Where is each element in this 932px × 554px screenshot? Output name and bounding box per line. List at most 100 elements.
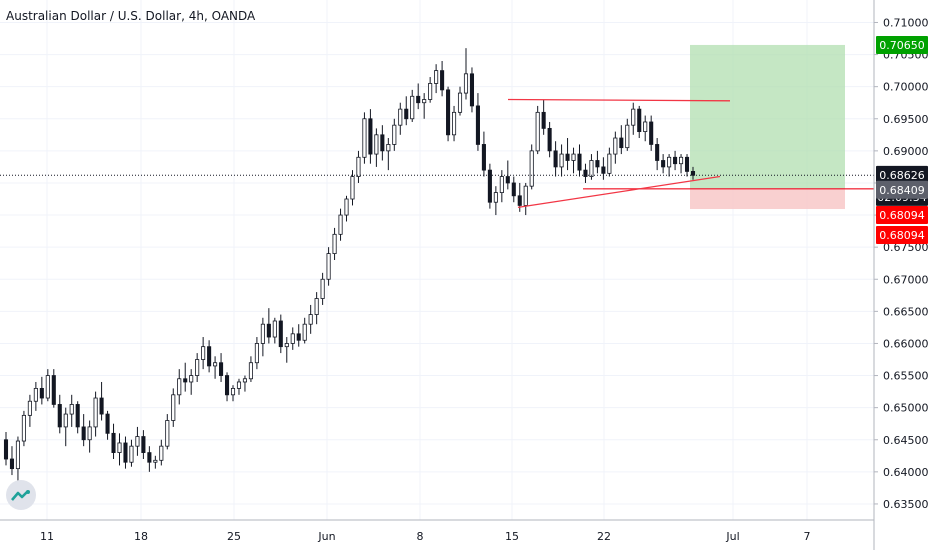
candle xyxy=(339,209,342,241)
candle-body-down xyxy=(58,404,61,426)
candle xyxy=(423,93,426,119)
candle xyxy=(154,456,157,469)
candle xyxy=(673,151,676,170)
candle xyxy=(685,154,688,176)
x-tick-label: Jul xyxy=(725,530,739,543)
candle-body-down xyxy=(506,177,509,183)
candle xyxy=(58,395,61,434)
time-axis[interactable]: 11 18 25 Jun 8 15 22 Jul 7 xyxy=(0,520,874,543)
candle xyxy=(411,90,414,122)
price-tag-take-profit: 0.70650 xyxy=(876,36,928,54)
y-tick-label: 0.64000 xyxy=(883,466,929,479)
candle-body-up xyxy=(351,177,354,199)
candle xyxy=(94,392,97,437)
price-tag-stop-loss: 0.68094 xyxy=(876,206,928,224)
candle-body-up xyxy=(560,154,563,167)
candle-body-down xyxy=(405,109,408,119)
candle-body-up xyxy=(118,443,121,453)
candle xyxy=(524,183,527,215)
candle xyxy=(614,132,617,164)
candle-body-up xyxy=(375,135,378,154)
candle-body-up xyxy=(201,347,204,360)
x-tick-label: 7 xyxy=(804,530,811,543)
candle-body-down xyxy=(369,119,372,154)
candle xyxy=(88,420,91,452)
candle xyxy=(530,144,533,189)
candle xyxy=(279,315,282,354)
candle xyxy=(399,103,402,135)
price-axis[interactable]: 0.710000.705000.700000.695000.690000.685… xyxy=(874,0,929,550)
candle-body-down xyxy=(106,414,109,433)
candle-body-down xyxy=(82,427,85,440)
candle-body-down xyxy=(518,196,521,206)
candle-body-down xyxy=(548,128,551,150)
candle-body-down xyxy=(40,388,43,398)
candle xyxy=(178,369,181,404)
candle-body-up xyxy=(273,321,276,337)
candle xyxy=(267,308,270,343)
candle-body-down xyxy=(207,347,210,366)
candle xyxy=(76,401,79,433)
candles-layer xyxy=(4,48,694,485)
logo-glyph-icon xyxy=(11,489,31,501)
candle xyxy=(363,112,366,163)
candle xyxy=(124,437,127,469)
candle-body-down xyxy=(566,154,569,160)
candle-body-down xyxy=(10,459,13,469)
candle-body-down xyxy=(512,183,515,196)
x-tick-label: 15 xyxy=(505,530,519,543)
candle-body-up xyxy=(429,83,432,99)
candle xyxy=(536,106,539,154)
candle-body-down xyxy=(578,154,581,170)
candle-body-down xyxy=(673,157,676,163)
candle xyxy=(512,177,515,203)
candle xyxy=(572,148,575,174)
candle-body-up xyxy=(387,144,390,150)
candle-body-up xyxy=(309,315,312,325)
candle-body-up xyxy=(28,401,31,415)
candle-body-up xyxy=(626,125,629,147)
candle-body-up xyxy=(160,446,163,460)
candle-body-up xyxy=(679,157,682,163)
candle-body-up xyxy=(458,93,461,112)
candle xyxy=(476,93,479,151)
candle-body-down xyxy=(219,363,222,376)
candle-body-up xyxy=(196,360,199,376)
profit-zone xyxy=(690,45,845,189)
candle xyxy=(590,154,593,180)
candle xyxy=(494,186,497,215)
candle xyxy=(100,382,103,421)
candle-body-up xyxy=(16,441,19,469)
candle xyxy=(201,337,204,369)
y-tick-label: 0.64500 xyxy=(883,434,929,447)
candle xyxy=(273,318,276,344)
candle-body-down xyxy=(142,437,145,453)
position-zones xyxy=(690,45,845,209)
candle xyxy=(661,154,664,173)
candle xyxy=(16,437,19,485)
candle-body-up xyxy=(464,74,467,93)
x-tick-label: 18 xyxy=(134,530,148,543)
candle xyxy=(446,87,449,142)
candle-body-up xyxy=(237,382,240,388)
candle-body-up xyxy=(249,363,252,379)
candle xyxy=(626,119,629,151)
candle-body-down xyxy=(602,167,605,173)
candle-body-up xyxy=(172,395,175,421)
candle-body-up xyxy=(345,199,348,215)
candle xyxy=(620,125,623,154)
candle-body-up xyxy=(614,138,617,154)
price-tag-stop-loss-2: 0.68094 xyxy=(876,226,928,244)
candle-body-down xyxy=(124,443,127,462)
tradingview-logo-icon[interactable] xyxy=(6,480,36,510)
candle-body-down xyxy=(76,404,79,426)
candle-body-up xyxy=(333,234,336,253)
price-tag-text: 0.70650 xyxy=(879,39,925,52)
candle-body-up xyxy=(243,379,246,382)
candle xyxy=(434,64,437,93)
candle-body-down xyxy=(542,112,545,128)
candle-body-up xyxy=(70,404,73,414)
candle xyxy=(369,109,372,164)
